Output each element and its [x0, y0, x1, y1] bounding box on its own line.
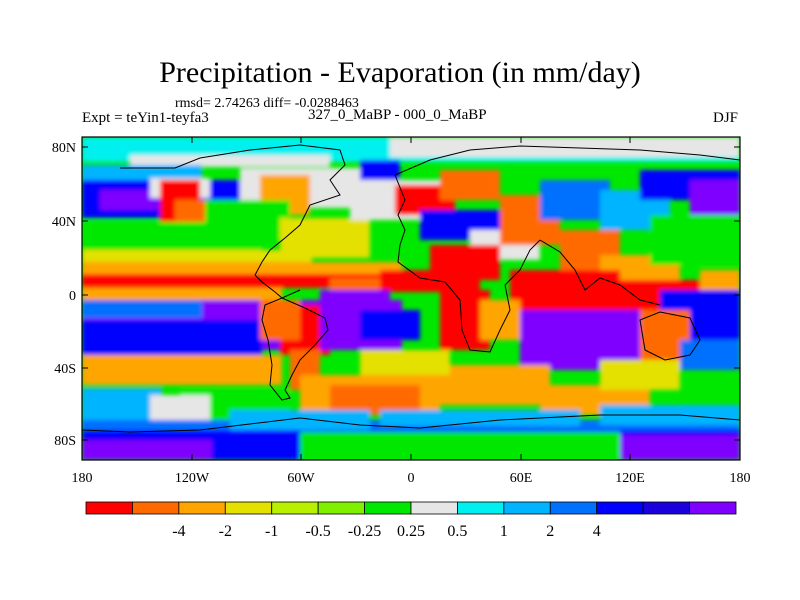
colorbar-swatch — [457, 501, 505, 515]
stats-subtitle: rmsd= 2.74263 diff= -0.0288463 — [175, 96, 359, 111]
colorbar-swatch — [549, 501, 598, 515]
colorbar-label: -1 — [265, 523, 278, 540]
colorbar-label: -4 — [172, 523, 185, 540]
colorbar-swatch — [596, 501, 644, 515]
colorbar: -4 -2 -1 -0.5 -0.25 0.25 0.5 1 2 4 — [85, 501, 737, 540]
colorbar-swatch — [642, 501, 690, 515]
lon-tick-60e: 60E — [510, 471, 533, 486]
colorbar-swatch — [503, 501, 551, 515]
colorbar-label: -2 — [219, 523, 232, 540]
longitude-ticks: 180 120W 60W 0 60E 120E 180 — [72, 137, 751, 486]
colorbar-label: 1 — [500, 523, 508, 540]
lat-tick-80n: 80N — [52, 141, 76, 156]
season-label: DJF — [712, 110, 738, 126]
colorbar-swatch — [178, 501, 226, 515]
lon-tick-120w: 120W — [175, 471, 210, 486]
colorbar-label: 2 — [546, 523, 554, 540]
colorbar-swatch — [132, 501, 180, 515]
colorbar-swatch — [85, 501, 133, 515]
period-label: 327_0_MaBP - 000_0_MaBP — [308, 107, 487, 123]
lat-tick-80s: 80S — [54, 434, 76, 449]
colorbar-swatch — [689, 501, 737, 515]
map-title: Precipitation - Evaporation (in mm/day) — [159, 56, 641, 89]
lon-tick-180w: 180 — [72, 471, 93, 486]
colorbar-label: 4 — [593, 523, 601, 540]
colorbar-label: -0.5 — [305, 523, 330, 540]
experiment-label: Expt = teYin1-teyfa3 — [82, 110, 209, 126]
colorbar-label: 0.25 — [397, 523, 425, 540]
colorbar-swatch — [317, 501, 365, 515]
colorbar-swatch — [364, 501, 412, 515]
colorbar-label: 0.5 — [447, 523, 467, 540]
lat-tick-0: 0 — [69, 289, 76, 304]
coastlines — [82, 144, 740, 433]
lon-tick-0: 0 — [408, 471, 415, 486]
colorbar-label: -0.25 — [348, 523, 381, 540]
colorbar-swatch — [410, 501, 458, 515]
latitude-ticks: 80N 40N 0 40S 80S — [52, 141, 740, 449]
lon-tick-180e: 180 — [730, 471, 751, 486]
lat-tick-40s: 40S — [54, 362, 76, 377]
colorbar-swatch — [224, 501, 273, 515]
lon-tick-60w: 60W — [287, 471, 315, 486]
lon-tick-120e: 120E — [615, 471, 645, 486]
precip-evap-field — [82, 137, 740, 460]
lat-tick-40n: 40N — [52, 215, 76, 230]
colorbar-swatch — [271, 501, 319, 515]
